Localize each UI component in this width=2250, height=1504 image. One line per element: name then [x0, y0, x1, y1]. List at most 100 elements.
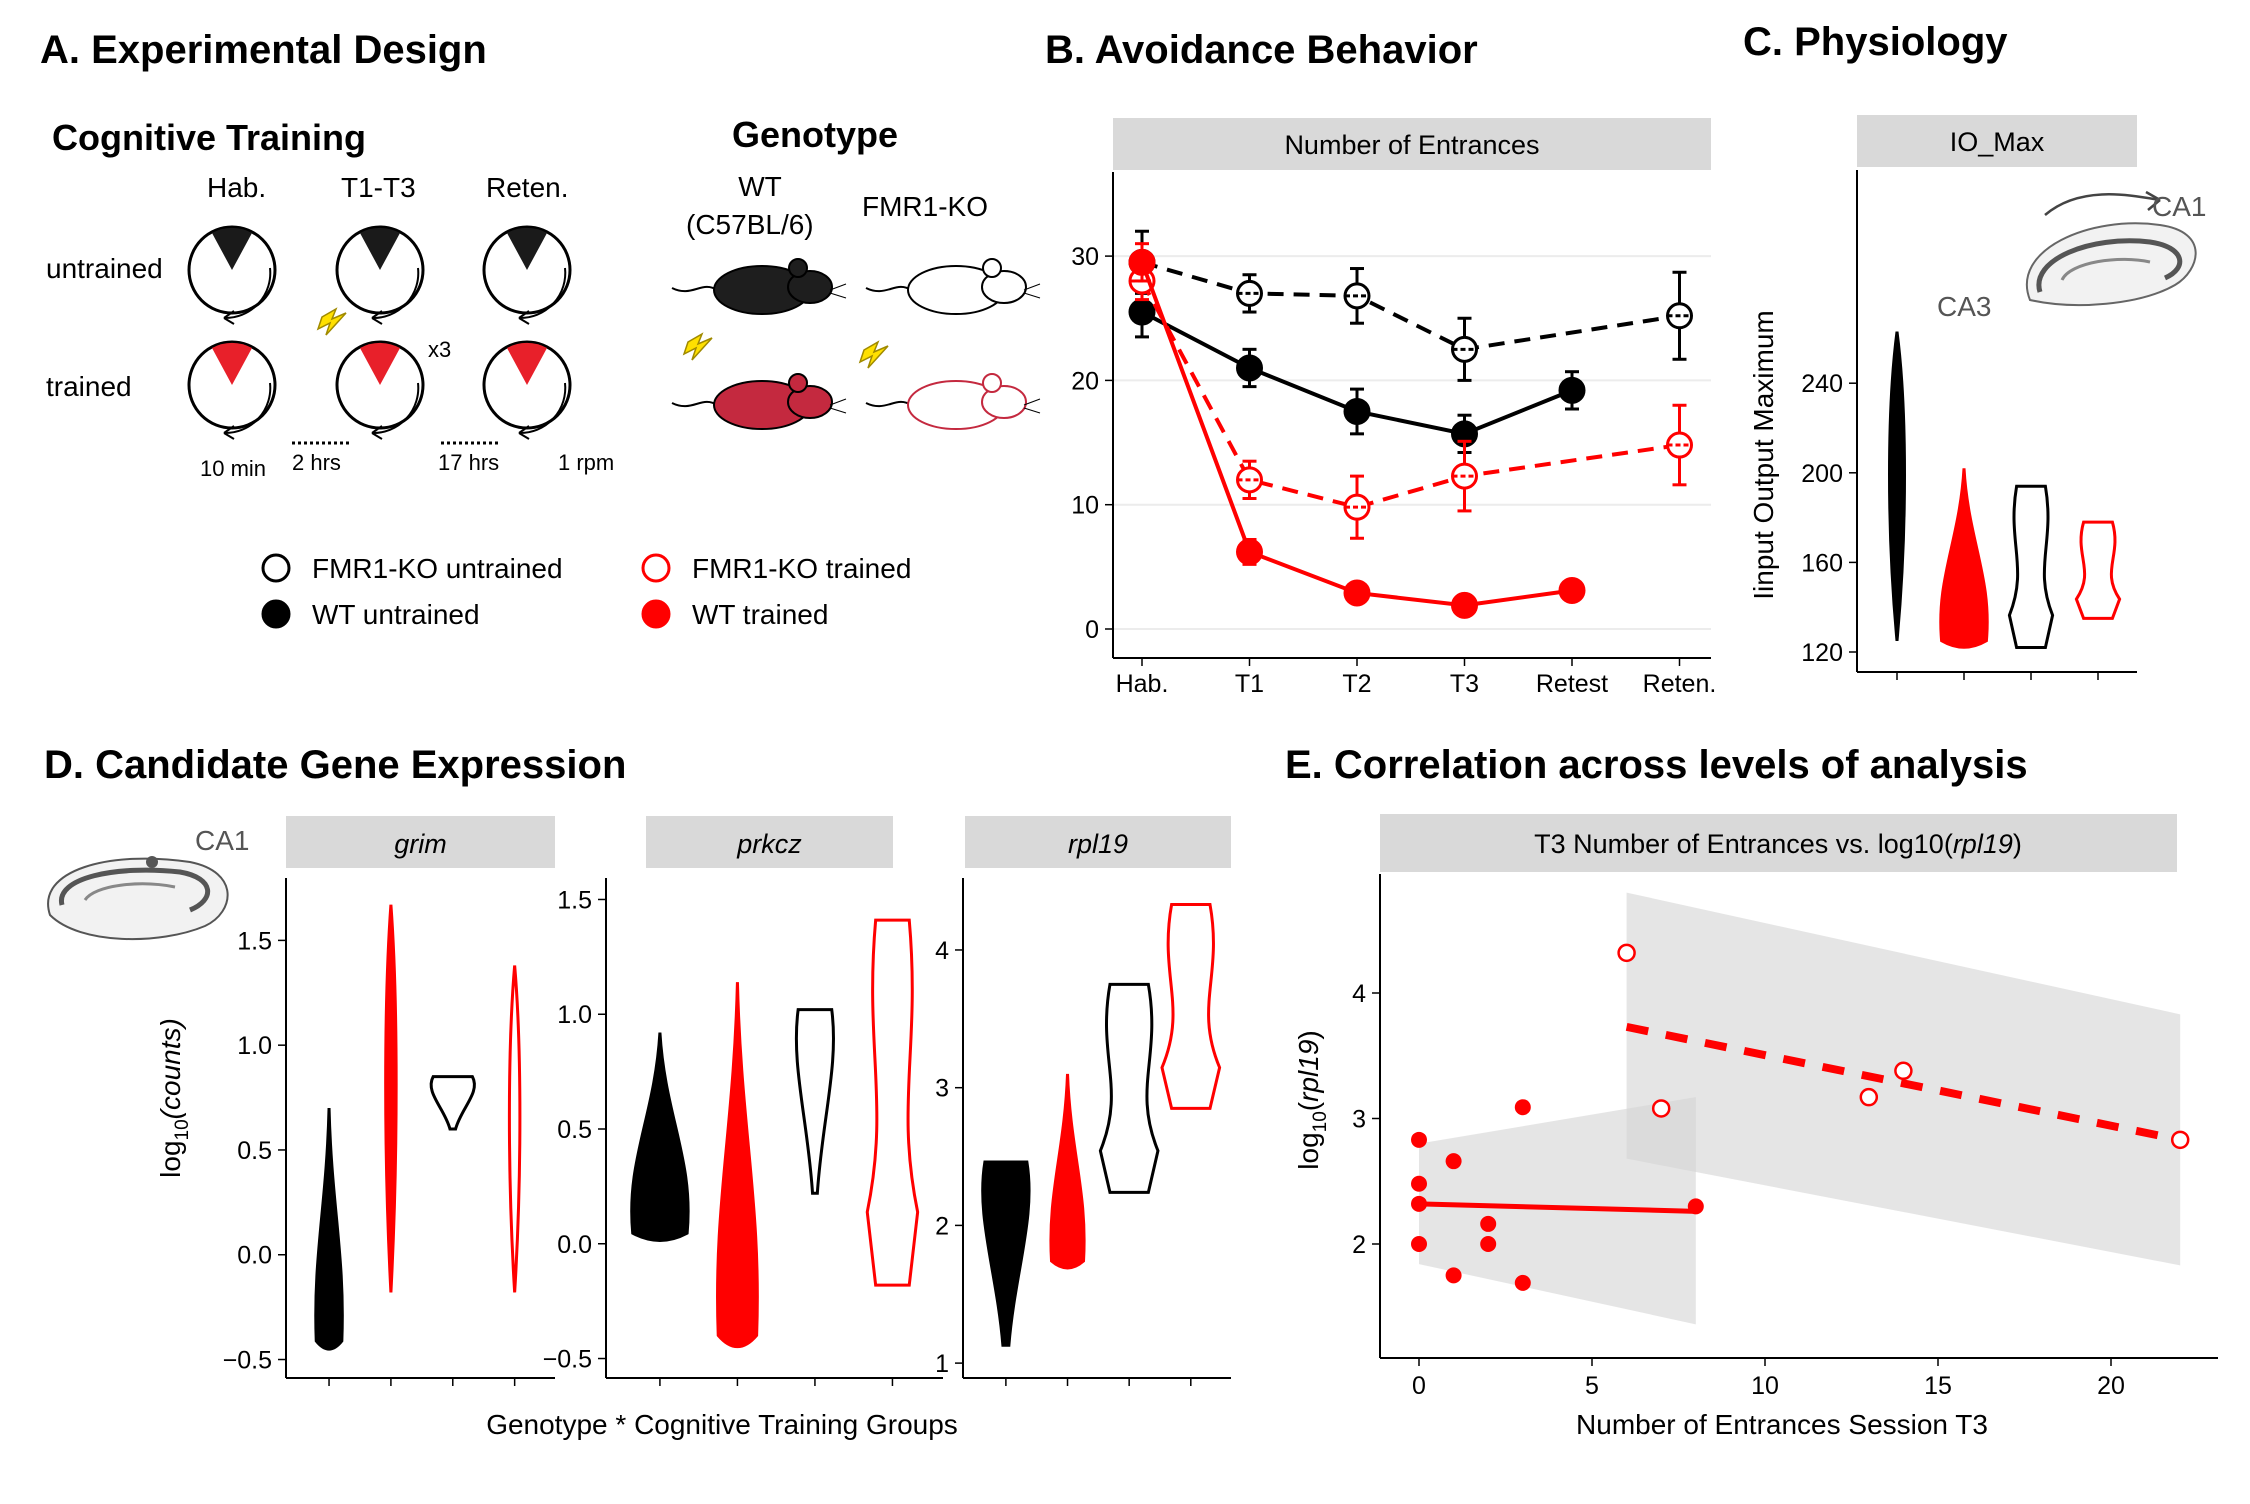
- gene-panel-prkcz: prkcz −0.5 0.0 0.5 1.0 1.5: [543, 816, 943, 1386]
- data-point: [1558, 376, 1586, 404]
- mouse-whisker: [829, 283, 847, 291]
- time-17hrs: 17 hrs: [438, 450, 499, 475]
- scatter-point-open: [1859, 1087, 1879, 1107]
- data-point: [1343, 397, 1371, 425]
- mouse-tail: [671, 285, 718, 293]
- scatter-point-filled: [1411, 1236, 1427, 1252]
- panel-b-strip: [1113, 118, 1711, 170]
- violin: [384, 904, 398, 1293]
- rotation-arrow: [518, 382, 567, 435]
- y-tick-label: 1: [935, 1350, 949, 1378]
- time-2hrs: 2 hrs: [292, 450, 341, 475]
- rotation-arrow: [518, 267, 567, 320]
- mouse-ear: [788, 258, 808, 278]
- panel-b-strip-label: Number of Entrances: [1284, 130, 1539, 160]
- cognitive-training-title: Cognitive Training: [52, 117, 366, 158]
- panel-e-xlabel: Number of Entrances Session T3: [1576, 1409, 1988, 1440]
- scatter-point-filled: [1445, 1267, 1462, 1284]
- mouse-wt-trained: [671, 373, 847, 430]
- gene-panel-grim: grim −0.5 0.0 0.5 1.0 1.5: [223, 816, 555, 1386]
- mouse-tail: [865, 285, 912, 293]
- scatter-point-filled: [1480, 1236, 1497, 1252]
- x-tick-label: 5: [1585, 1372, 1599, 1400]
- x-tick-label: T2: [1342, 670, 1371, 698]
- panel-d-title: D. Candidate Gene Expression: [44, 743, 626, 787]
- scatter-point-filled: [1445, 1153, 1462, 1170]
- x-tick-label: T1: [1235, 670, 1264, 698]
- y-tick-label: 0.0: [237, 1242, 272, 1270]
- shock-zone: [212, 227, 252, 270]
- violin: [1160, 903, 1222, 1110]
- x-tick-label: 0: [1412, 1372, 1426, 1400]
- y-tick-label: 0.0: [557, 1231, 592, 1259]
- y-tick-label: 10: [1071, 492, 1099, 520]
- y-tick-label: 120: [1801, 639, 1843, 667]
- y-tick-label: −0.5: [223, 1347, 272, 1375]
- y-tick-label: 3: [1352, 1106, 1366, 1134]
- rotation-arrow: [223, 267, 272, 320]
- series-line: [1140, 280, 1680, 510]
- data-point: [1558, 576, 1586, 604]
- row-trained: trained: [46, 371, 132, 402]
- panel-c-strip: [1857, 115, 2137, 167]
- time-1rpm: 1 rpm: [558, 450, 614, 475]
- legend-marker: [261, 553, 291, 583]
- gene-strip-label: prkcz: [736, 829, 802, 859]
- scatter-point-filled: [1687, 1198, 1704, 1215]
- scatter-point-open: [1617, 943, 1636, 963]
- scatter-point-filled: [1411, 1175, 1427, 1192]
- violin: [1049, 1073, 1086, 1270]
- plot-background: [1113, 172, 1711, 658]
- genotype-wt-strain: (C57BL/6): [686, 209, 814, 240]
- y-tick-label: 0.5: [557, 1116, 592, 1144]
- scatter-point-filled: [1480, 1215, 1497, 1232]
- avoidance-line-chart: 0 10 20 30 Hab. T1 T2 T3 Retest Reten.: [1071, 172, 1716, 698]
- mouse-ko-trained: [865, 373, 1041, 430]
- data-point: [1128, 248, 1156, 276]
- violin: [981, 1160, 1031, 1347]
- x-tick-label: Retest: [1536, 670, 1608, 698]
- rotation-arrow: [223, 382, 272, 435]
- hippocampus-ca1-icon: [47, 856, 229, 941]
- violin: [314, 1108, 344, 1351]
- gene-panel-rpl19: rpl19 1 2 3 4: [935, 816, 1231, 1386]
- shock-zone: [507, 342, 547, 385]
- gene-strip: [646, 816, 893, 868]
- y-tick-label: 160: [1801, 549, 1843, 577]
- fit-line-filled: [1418, 1201, 1696, 1214]
- violin: [1888, 331, 1906, 641]
- data-point: [1451, 591, 1478, 619]
- violin: [630, 1032, 690, 1242]
- legend-label: FMR1-KO trained: [692, 553, 911, 584]
- repeat-x3: x3: [428, 337, 451, 362]
- y-tick-label: 2: [1352, 1231, 1366, 1259]
- x-tick-label: Hab.: [1116, 670, 1169, 698]
- panel-d-xlabel: Genotype * Cognitive Training Groups: [486, 1409, 958, 1440]
- data-point: [1236, 538, 1263, 566]
- panel-a: A. Experimental Design Cognitive Trainin…: [40, 28, 1041, 630]
- genotype-title: Genotype: [732, 114, 898, 155]
- panel-e-title: E. Correlation across levels of analysis: [1285, 743, 2028, 787]
- legend-marker: [641, 553, 671, 583]
- y-tick-label: 2: [935, 1212, 949, 1240]
- session-hab: Hab.: [207, 172, 266, 203]
- scatter-point-filled: [1514, 1274, 1531, 1291]
- violin: [507, 965, 522, 1293]
- gene-strip: [286, 816, 555, 868]
- shock-zone: [360, 342, 400, 385]
- y-tick-label: 0: [1085, 616, 1099, 644]
- y-tick-label: 240: [1801, 370, 1843, 398]
- time-10min: 10 min: [200, 456, 266, 481]
- scatter-point-open: [1894, 1061, 1913, 1081]
- violin: [794, 1008, 835, 1195]
- violin: [2007, 484, 2055, 650]
- panel-c: C. Physiology IO_Max Iinput Output Maxim…: [1743, 20, 2206, 680]
- y-tick-label: −0.5: [543, 1346, 592, 1374]
- violin: [2074, 520, 2122, 620]
- mouse-tail: [865, 400, 912, 408]
- panel-b-title: B. Avoidance Behavior: [1045, 28, 1478, 72]
- label-ca3: CA3: [1937, 291, 1991, 322]
- mouse-whisker: [1023, 407, 1041, 414]
- legend-label: WT trained: [692, 599, 828, 630]
- legend: FMR1-KO untrained FMR1-KO trained WT untra…: [261, 553, 911, 630]
